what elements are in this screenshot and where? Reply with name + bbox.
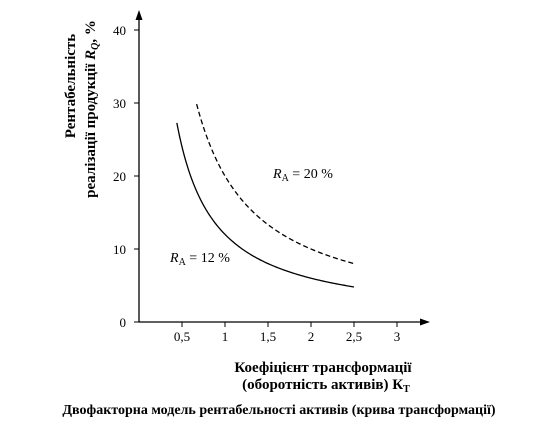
chart-caption: Двофакторна модель рентабельності активі…: [62, 403, 495, 418]
x-tick-label-1: 1: [222, 329, 229, 344]
chart-axes: [135, 10, 430, 326]
y-tick-label-2: 20: [113, 169, 126, 184]
x-tick-label-3: 2: [308, 329, 315, 344]
y-tick-label-0: 0: [120, 315, 127, 330]
series-line-ra-12: [176, 122, 355, 288]
chart-series: RA = 12 % RA = 20 %: [169, 103, 355, 288]
x-tick-label-0: 0,5: [174, 329, 190, 344]
series-label-ra-20: RA = 20 %: [272, 167, 333, 184]
x-tick-label-2: 1,5: [260, 329, 276, 344]
y-tick-label-4: 40: [113, 23, 126, 38]
x-axis-label-line2: (оборотність активів) КТ: [242, 377, 410, 395]
series-line-ra-20: [195, 103, 355, 265]
y-tick-label-3: 30: [113, 96, 126, 111]
series-label-ra-12: RA = 12 %: [169, 251, 230, 268]
x-tick-label-4: 2,5: [346, 329, 362, 344]
x-tick-label-5: 3: [394, 329, 401, 344]
x-axis-arrow: [420, 318, 430, 326]
x-axis-label-line1: Коефіцієнт трансформації: [234, 360, 412, 376]
y-axis-label-line1: Рентабельність: [63, 34, 79, 138]
y-tick-label-1: 10: [113, 242, 126, 257]
y-axis-arrow: [135, 10, 143, 20]
y-axis-label-line2: реалізації продукції RQ, %: [83, 20, 101, 198]
